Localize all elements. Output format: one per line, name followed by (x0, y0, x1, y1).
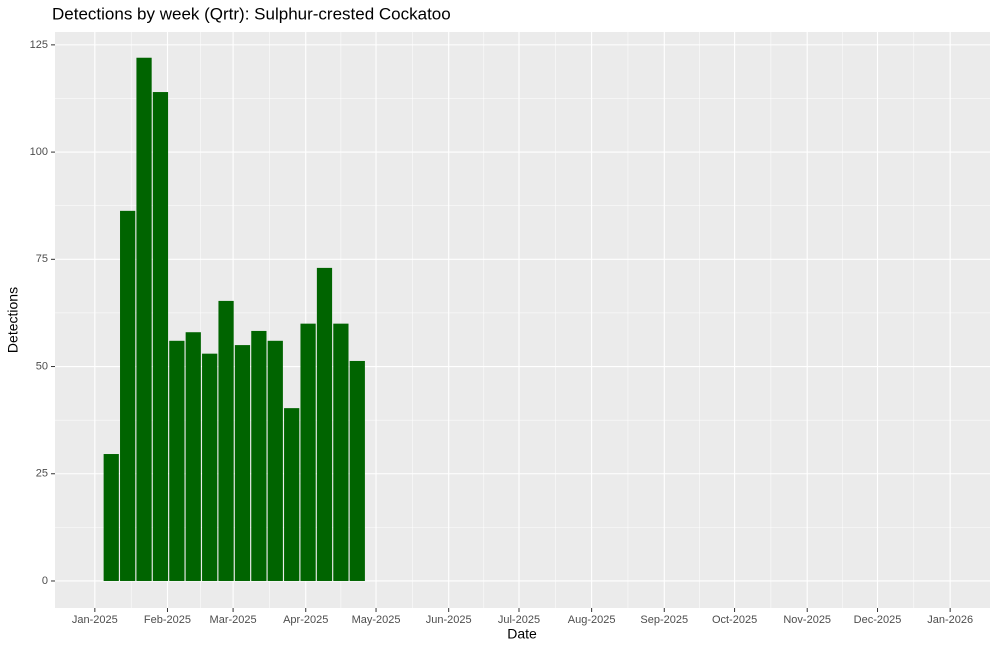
x-tick-label: Apr-2025 (283, 614, 328, 626)
x-tick-label: Oct-2025 (712, 614, 757, 626)
bar (300, 323, 316, 581)
y-tick-label: 0 (42, 575, 48, 587)
x-tick-label: Nov-2025 (783, 614, 831, 626)
y-tick-label: 125 (30, 39, 48, 51)
y-tick-label: 50 (36, 360, 48, 372)
bar (136, 57, 152, 581)
bar (218, 300, 234, 581)
x-tick-label: Jul-2025 (498, 614, 540, 626)
x-tick-label: Dec-2025 (854, 614, 902, 626)
bar (267, 340, 283, 581)
x-tick-label: Sep-2025 (640, 614, 688, 626)
chart-title: Detections by week (Qrtr): Sulphur-crest… (52, 4, 451, 23)
x-tick-label: Jan-2026 (927, 614, 973, 626)
y-axis-title: Detections (5, 287, 21, 353)
bar (103, 454, 119, 581)
bar (152, 92, 169, 581)
bar (234, 345, 251, 581)
y-tick-label: 25 (36, 468, 48, 480)
x-tick-label: Jun-2025 (426, 614, 472, 626)
x-tick-label: Jan-2025 (72, 614, 118, 626)
bar (120, 210, 136, 581)
bar (349, 360, 365, 581)
bar (251, 330, 267, 581)
bar (284, 408, 300, 581)
x-tick-label: Aug-2025 (568, 614, 616, 626)
bar (333, 323, 349, 581)
bar (169, 340, 185, 581)
y-tick-label: 100 (30, 146, 48, 158)
bar (185, 332, 201, 581)
x-axis-title: Date (507, 626, 537, 642)
bar (202, 353, 218, 581)
x-tick-label: Feb-2025 (144, 614, 191, 626)
bar (316, 267, 333, 581)
y-tick-label: 75 (36, 253, 48, 265)
x-tick-label: May-2025 (352, 614, 401, 626)
x-tick-label: Mar-2025 (210, 614, 257, 626)
